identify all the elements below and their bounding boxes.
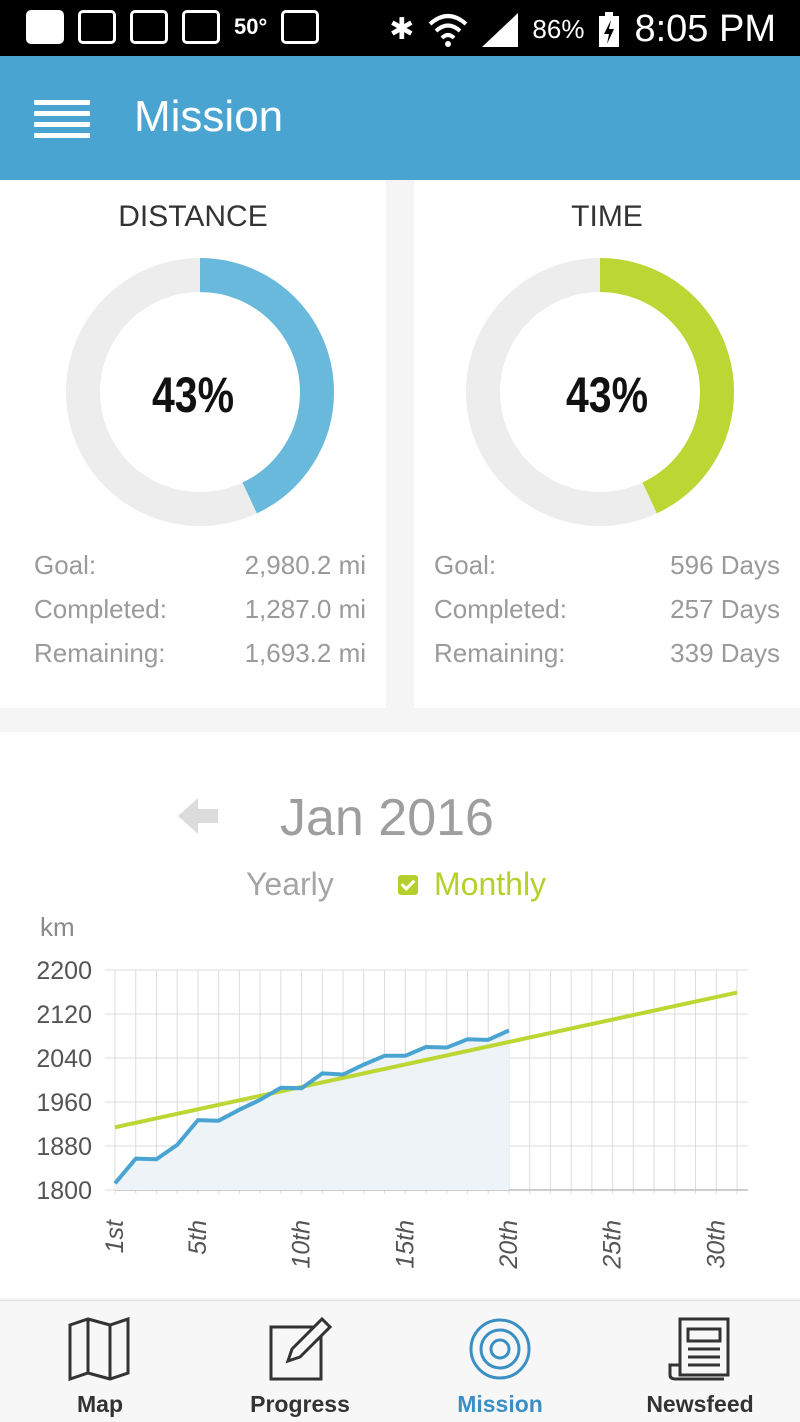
time-donut-progress — [466, 258, 734, 526]
stat-label: Goal: — [434, 550, 497, 580]
map-icon — [68, 1316, 130, 1382]
nav-label-map: Map — [77, 1391, 123, 1417]
series-area — [115, 1030, 509, 1190]
y-tick-label: 1800 — [36, 1177, 92, 1205]
distance-stats: Goal: 2,980.2 mi Completed: 1,287.0 mi Rem… — [34, 550, 366, 682]
nav-item-map[interactable]: Map — [0, 1301, 200, 1422]
temperature-text: 50° — [234, 14, 268, 39]
y-axis-unit: km — [40, 912, 75, 942]
nav-label-progress: Progress — [250, 1391, 350, 1417]
monthly-label: Monthly — [434, 866, 547, 902]
battery-charging-icon — [599, 11, 620, 47]
nav-item-progress[interactable]: Progress — [200, 1301, 400, 1422]
back-arrow-icon[interactable] — [176, 794, 220, 838]
stat-label: Completed: — [34, 594, 167, 624]
x-tick-label: 10th — [288, 1220, 316, 1269]
distance-title: DISTANCE — [118, 200, 268, 233]
distance-goal-row: Goal: 2,980.2 mi — [34, 550, 366, 594]
x-tick-label: 5th — [184, 1220, 212, 1255]
distance-remaining-row: Remaining: 1,693.2 mi — [34, 638, 366, 682]
stat-value: 2,980.2 mi — [244, 550, 366, 580]
x-tick-label: 20th — [495, 1220, 523, 1270]
battery-percent: 86% — [532, 14, 585, 44]
y-tick-label: 2200 — [36, 957, 92, 985]
stat-value: 257 Days — [670, 594, 780, 624]
stat-value: 596 Days — [670, 550, 780, 580]
monthly-toggle[interactable]: Monthly — [398, 866, 546, 903]
x-tick-label: 30th — [702, 1220, 730, 1269]
gmail-icon — [281, 10, 320, 44]
distance-completed-row: Completed: 1,287.0 mi — [34, 594, 366, 638]
gallery-icon — [130, 10, 168, 44]
p-app-icon — [78, 10, 116, 44]
series-line — [113, 1028, 510, 1185]
chat-bubble-icon — [26, 10, 64, 44]
app-bar: Mission — [0, 56, 800, 180]
time-stats: Goal: 596 Days Completed: 257 Days Remaini… — [434, 550, 780, 682]
progress-edit-icon — [269, 1316, 333, 1381]
hamburger-menu-icon[interactable] — [34, 100, 90, 140]
chart-panel: Jan 2016 Yearly Monthly km 1800 1880 1960 2… — [0, 732, 800, 1298]
month-label: Jan 2016 — [280, 789, 494, 847]
stat-value: 339 Days — [670, 638, 780, 668]
x-tick-label: 1st — [101, 1219, 129, 1253]
wifi-icon — [429, 13, 468, 47]
stat-value: 1,287.0 mi — [244, 594, 366, 624]
x-tick-label: 25th — [599, 1220, 627, 1270]
series-line — [114, 990, 738, 1130]
y-tick-label: 1880 — [36, 1133, 92, 1161]
yearly-toggle[interactable]: Yearly — [246, 866, 334, 902]
bottom-nav: Map Progress Mission Newsfeed — [0, 1300, 800, 1422]
stat-label: Remaining: — [434, 638, 566, 668]
monthly-checkbox[interactable] — [398, 874, 418, 895]
time-donut-chart — [466, 258, 734, 526]
y-tick-label: 2040 — [36, 1045, 92, 1073]
distance-donut-chart — [66, 258, 334, 526]
stat-label: Completed: — [434, 594, 567, 624]
progress-line-chart: 1800 1880 1960 2040 2120 2200 1st 5th 10th 15th 20… — [36, 957, 748, 1270]
stat-value: 1,693.2 mi — [244, 638, 366, 668]
y-tick-label: 2120 — [36, 1001, 92, 1029]
y-tick-label: 1960 — [36, 1089, 92, 1117]
stat-label: Goal: — [34, 550, 97, 580]
distance-percent: 43% — [151, 367, 235, 423]
time-remaining-row: Remaining: 339 Days — [434, 638, 780, 682]
clock: 8:05 PM — [634, 8, 776, 50]
target-icon — [469, 1318, 531, 1380]
time-percent: 43% — [565, 367, 649, 423]
stat-label: Remaining: — [34, 638, 166, 668]
signal-icon — [482, 12, 519, 47]
nav-item-newsfeed[interactable]: Newsfeed — [600, 1301, 800, 1422]
page-title: Mission — [134, 92, 284, 141]
nav-label-newsfeed: Newsfeed — [646, 1391, 754, 1417]
distance-donut-progress — [66, 258, 334, 526]
newspaper-icon — [668, 1317, 730, 1381]
gmail-icon — [182, 10, 220, 44]
time-goal-row: Goal: 596 Days — [434, 550, 780, 594]
time-title: TIME — [571, 200, 643, 233]
time-card: TIME 43% Goal: 596 Days Completed: 257 Day… — [414, 180, 800, 708]
time-completed-row: Completed: 257 Days — [434, 594, 780, 638]
nav-label-mission: Mission — [457, 1391, 543, 1417]
bluetooth-icon: ✱ — [389, 13, 415, 46]
status-bar: 50° ✱ 86% 8:05 PM — [0, 0, 800, 56]
x-tick-label: 15th — [391, 1220, 419, 1269]
distance-card: DISTANCE 43% Goal: 2,980.2 mi Completed: 1… — [0, 180, 386, 708]
nav-item-mission[interactable]: Mission — [400, 1301, 600, 1422]
